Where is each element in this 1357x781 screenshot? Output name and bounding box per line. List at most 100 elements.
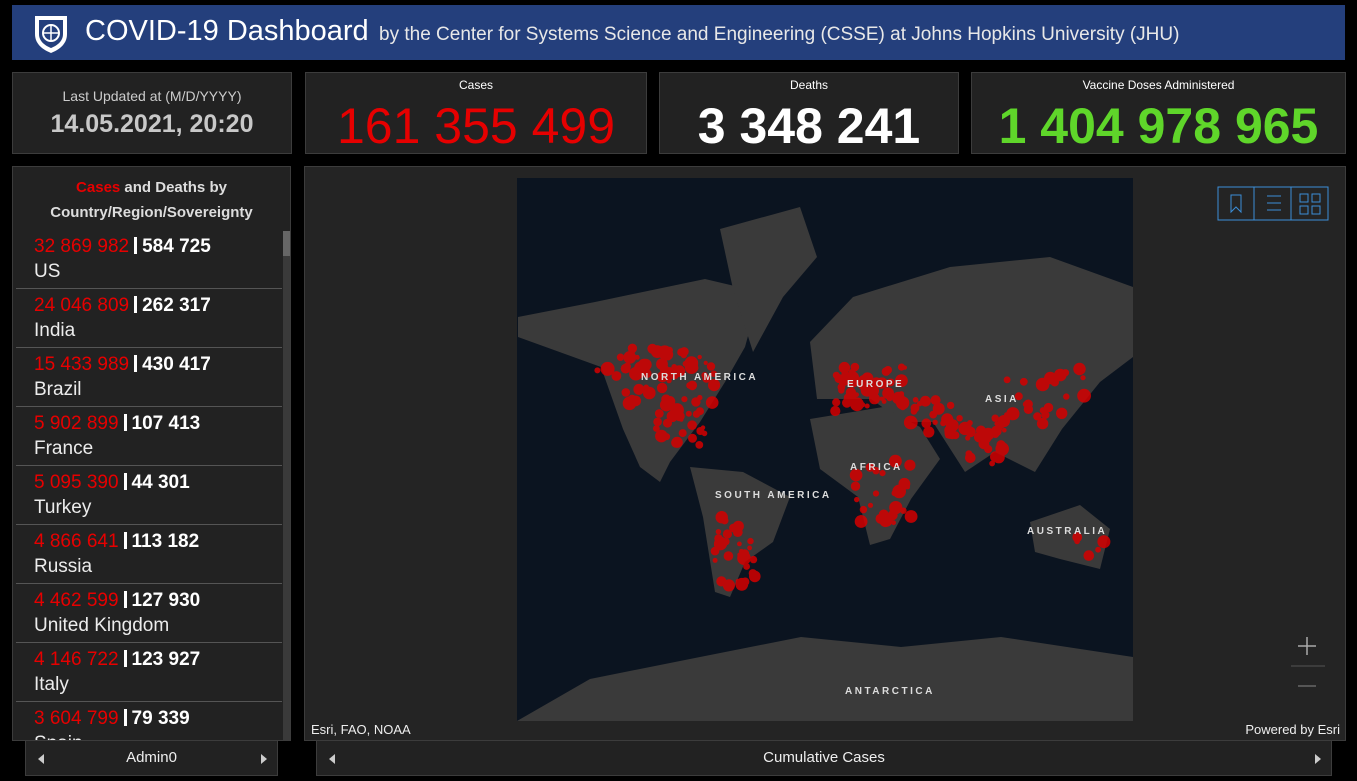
- map-dot[interactable]: [965, 450, 973, 457]
- map-dot[interactable]: [616, 353, 625, 361]
- map-dot[interactable]: [1036, 417, 1049, 430]
- map-dot[interactable]: [687, 420, 697, 430]
- map-dot[interactable]: [932, 419, 938, 425]
- map-dot[interactable]: [715, 529, 722, 535]
- map-dot[interactable]: [665, 347, 673, 355]
- map-dot[interactable]: [705, 396, 719, 409]
- map-dot[interactable]: [886, 378, 895, 387]
- map-dot[interactable]: [702, 374, 711, 383]
- map-dot[interactable]: [633, 383, 645, 395]
- map-dot[interactable]: [1003, 376, 1011, 384]
- map-dot[interactable]: [854, 515, 868, 528]
- map-dot[interactable]: [749, 570, 761, 583]
- map-dot[interactable]: [743, 563, 750, 570]
- country-row[interactable]: 3 604 799 79 339 Spain: [16, 702, 282, 740]
- map-dot[interactable]: [859, 505, 868, 514]
- map-dot[interactable]: [655, 429, 668, 443]
- map-dot[interactable]: [722, 579, 735, 592]
- map-dot[interactable]: [710, 546, 720, 556]
- map-dot[interactable]: [623, 351, 637, 364]
- map-dot[interactable]: [912, 397, 919, 403]
- map-dot[interactable]: [850, 397, 864, 412]
- country-row[interactable]: 24 046 809 262 317 India: [16, 289, 282, 348]
- map-dot[interactable]: [1004, 412, 1009, 417]
- map-dot[interactable]: [965, 426, 976, 438]
- map-dot[interactable]: [600, 361, 615, 376]
- map-dot[interactable]: [738, 548, 744, 554]
- map-dot[interactable]: [708, 379, 721, 392]
- map-dot[interactable]: [845, 374, 860, 388]
- map-dot[interactable]: [695, 441, 704, 449]
- map-dot[interactable]: [722, 529, 732, 539]
- map-dot[interactable]: [879, 470, 886, 477]
- map-dot[interactable]: [984, 445, 993, 454]
- map-dot[interactable]: [677, 348, 686, 357]
- map-dot[interactable]: [643, 386, 656, 400]
- map-dot[interactable]: [991, 414, 999, 422]
- map-dot[interactable]: [891, 520, 896, 526]
- map-dot[interactable]: [1041, 381, 1047, 386]
- map-dot[interactable]: [666, 410, 678, 422]
- map-dot[interactable]: [830, 405, 841, 417]
- map-dot[interactable]: [697, 354, 702, 360]
- map-dot[interactable]: [864, 403, 870, 409]
- map-dot[interactable]: [685, 410, 692, 417]
- map-dot[interactable]: [678, 429, 687, 438]
- map-dot[interactable]: [878, 509, 889, 520]
- country-row[interactable]: 4 866 641 113 182 Russia: [16, 525, 282, 584]
- map-dot[interactable]: [714, 534, 723, 543]
- map-dot[interactable]: [747, 537, 754, 545]
- map-dot[interactable]: [989, 460, 995, 467]
- map-dot[interactable]: [946, 401, 955, 410]
- map-dot[interactable]: [1077, 388, 1091, 403]
- map-dot[interactable]: [998, 422, 1005, 429]
- map-dot[interactable]: [920, 395, 931, 407]
- map-dot[interactable]: [931, 397, 937, 403]
- country-row[interactable]: 4 146 722 123 927 Italy: [16, 643, 282, 702]
- map-dot[interactable]: [1002, 427, 1007, 433]
- map-dot[interactable]: [940, 420, 947, 427]
- map-dot[interactable]: [898, 477, 911, 490]
- country-row[interactable]: 5 095 390 44 301 Turkey: [16, 466, 282, 525]
- map-dot[interactable]: [688, 433, 697, 443]
- map-dot[interactable]: [732, 527, 743, 537]
- map-dot[interactable]: [654, 409, 664, 418]
- map-dot[interactable]: [995, 442, 1009, 456]
- map-dot[interactable]: [910, 403, 920, 413]
- map-dot[interactable]: [673, 365, 686, 377]
- map-dot[interactable]: [921, 418, 932, 429]
- map-dot[interactable]: [850, 481, 861, 491]
- country-row[interactable]: 15 433 989 430 417 Brazil: [16, 348, 282, 407]
- map-dot[interactable]: [674, 411, 685, 422]
- map-dot[interactable]: [956, 415, 963, 422]
- tab-right[interactable]: Cumulative Cases: [316, 740, 1332, 776]
- map-dot[interactable]: [985, 428, 991, 435]
- map-dot[interactable]: [899, 404, 906, 411]
- map-dot[interactable]: [656, 371, 668, 383]
- map-dot[interactable]: [749, 555, 758, 564]
- map-dot[interactable]: [1019, 377, 1028, 386]
- map-dot[interactable]: [664, 420, 669, 425]
- map-dot[interactable]: [882, 387, 894, 400]
- map-dot[interactable]: [929, 410, 938, 419]
- map-dot[interactable]: [621, 388, 631, 397]
- map-dot[interactable]: [671, 438, 681, 448]
- basemap-button[interactable]: [1299, 193, 1321, 215]
- map-dot[interactable]: [1063, 393, 1070, 400]
- legend-button[interactable]: [1267, 195, 1281, 211]
- map-dot[interactable]: [611, 371, 622, 381]
- map-dot[interactable]: [895, 374, 908, 388]
- map-dot[interactable]: [653, 417, 662, 427]
- map-dot[interactable]: [850, 362, 860, 372]
- zoom-in[interactable]: [1298, 637, 1316, 655]
- map-dot[interactable]: [686, 382, 693, 389]
- map-dot[interactable]: [735, 578, 740, 584]
- country-row[interactable]: 5 902 899 107 413 France: [16, 407, 282, 466]
- map-dot[interactable]: [747, 545, 752, 551]
- map-dot[interactable]: [883, 379, 888, 384]
- country-row[interactable]: 4 462 599 127 930 United Kingdom: [16, 584, 282, 643]
- map-dot[interactable]: [710, 370, 717, 377]
- map-dot[interactable]: [1061, 369, 1070, 377]
- map-dot[interactable]: [706, 362, 716, 371]
- map-dot[interactable]: [1072, 532, 1083, 542]
